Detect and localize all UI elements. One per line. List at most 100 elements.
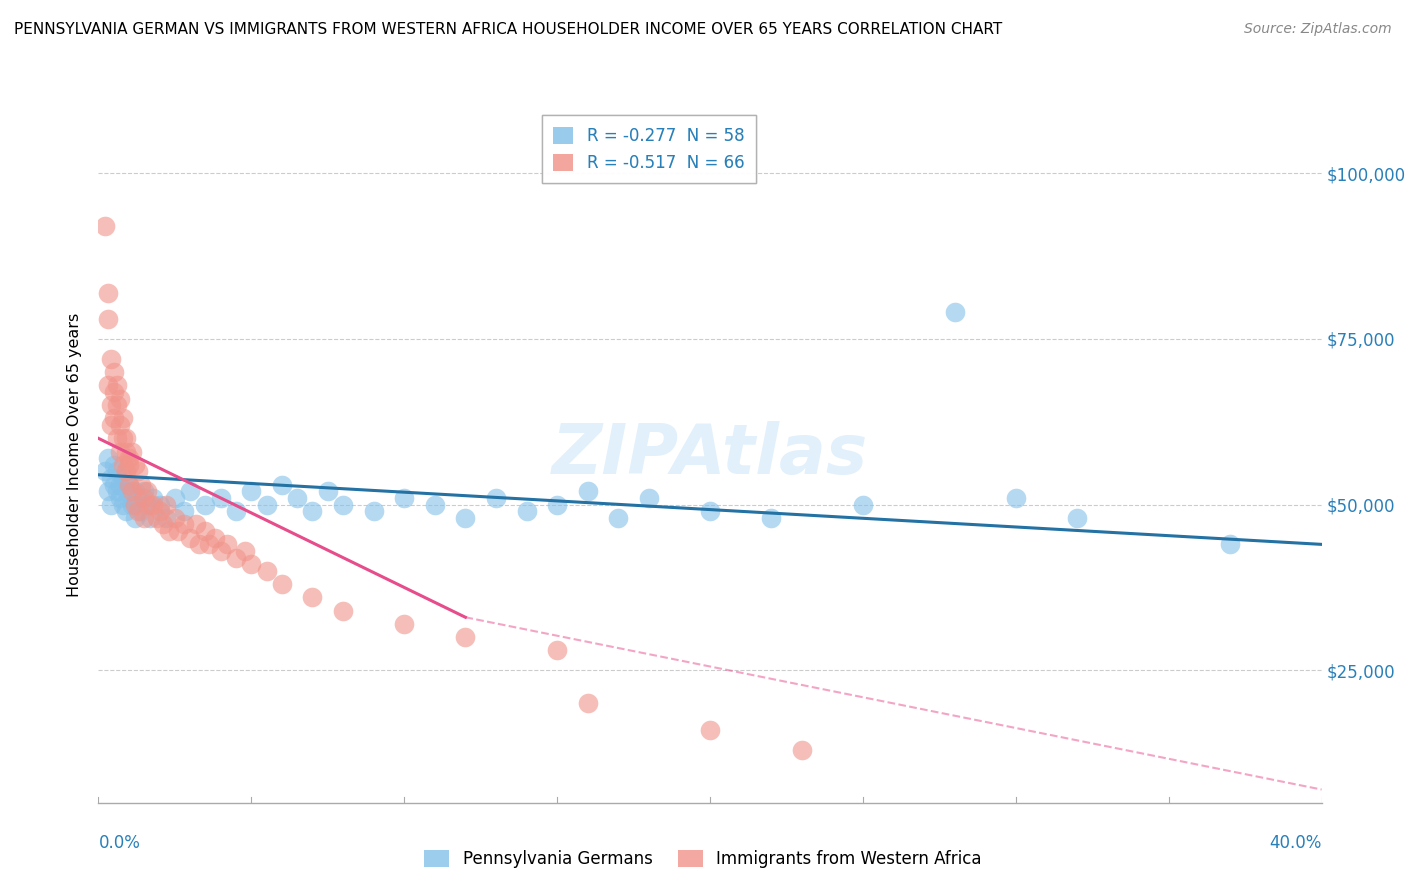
Point [111,411,134,425]
Point [105,398,128,412]
Point [139,511,162,525]
Point [134,484,156,499]
Point [285,491,308,505]
Point [108,418,131,433]
Point [124,458,146,472]
Text: 0.0%: 0.0% [98,834,141,852]
Point [423,498,446,512]
Point [100,351,122,366]
Legend: R = -0.277  N = 58, R = -0.517  N = 66: R = -0.277 N = 58, R = -0.517 N = 66 [541,115,756,184]
Point [852,498,875,512]
Point [105,484,128,499]
Point [93,465,115,479]
Point [121,444,143,458]
Point [108,477,131,491]
Point [256,564,278,578]
Point [103,384,125,399]
Point [332,498,354,512]
Point [142,498,165,512]
Point [699,504,721,518]
Point [152,517,174,532]
Point [215,537,238,551]
Point [316,484,339,499]
Point [485,491,508,505]
Point [163,491,186,505]
Y-axis label: Householder Income Over 65 years: Householder Income Over 65 years [67,313,83,597]
Point [97,285,120,300]
Point [699,723,721,737]
Point [155,511,177,525]
Point [115,504,138,518]
Point [186,517,208,532]
Point [173,517,195,532]
Point [240,484,263,499]
Point [127,491,149,505]
Point [454,630,477,644]
Point [576,484,599,499]
Point [97,312,120,326]
Point [127,465,149,479]
Point [127,504,149,518]
Point [108,491,131,505]
Point [546,643,568,657]
Point [93,219,115,234]
Point [516,504,538,518]
Point [194,498,217,512]
Point [225,504,247,518]
Point [240,558,263,572]
Point [179,484,201,499]
Point [103,477,125,491]
Point [103,458,125,472]
Point [103,365,125,379]
Text: Source: ZipAtlas.com: Source: ZipAtlas.com [1244,22,1392,37]
Point [124,511,146,525]
Point [118,477,141,491]
Point [576,697,599,711]
Point [194,524,217,538]
Point [943,305,966,319]
Point [121,498,143,512]
Point [118,458,141,472]
Point [118,477,141,491]
Point [111,458,134,472]
Point [332,604,354,618]
Point [637,491,661,505]
Point [115,444,138,458]
Text: ZIPAtlas: ZIPAtlas [553,421,868,489]
Point [124,498,146,512]
Point [790,743,813,757]
Point [100,471,122,485]
Point [163,511,186,525]
Legend: Pennsylvania Germans, Immigrants from Western Africa: Pennsylvania Germans, Immigrants from We… [418,843,988,875]
Point [129,504,152,518]
Point [145,511,167,525]
Point [100,418,122,433]
Point [301,591,323,605]
Point [139,498,162,512]
Point [115,431,138,445]
Text: PENNSYLVANIA GERMAN VS IMMIGRANTS FROM WESTERN AFRICA HOUSEHOLDER INCOME OVER 65: PENNSYLVANIA GERMAN VS IMMIGRANTS FROM W… [14,22,1002,37]
Point [97,378,120,392]
Point [155,498,177,512]
Point [97,484,120,499]
Point [108,444,131,458]
Point [129,477,152,491]
Point [1219,537,1241,551]
Point [546,498,568,512]
Point [105,378,128,392]
Point [301,504,323,518]
Point [136,484,159,499]
Point [167,524,190,538]
Point [270,477,292,491]
Point [111,431,134,445]
Point [188,537,211,551]
Point [134,511,156,525]
Point [108,392,131,406]
Point [97,451,120,466]
Point [197,537,219,551]
Point [118,451,141,466]
Point [256,498,278,512]
Point [1066,511,1088,525]
Point [111,498,134,512]
Point [124,484,146,499]
